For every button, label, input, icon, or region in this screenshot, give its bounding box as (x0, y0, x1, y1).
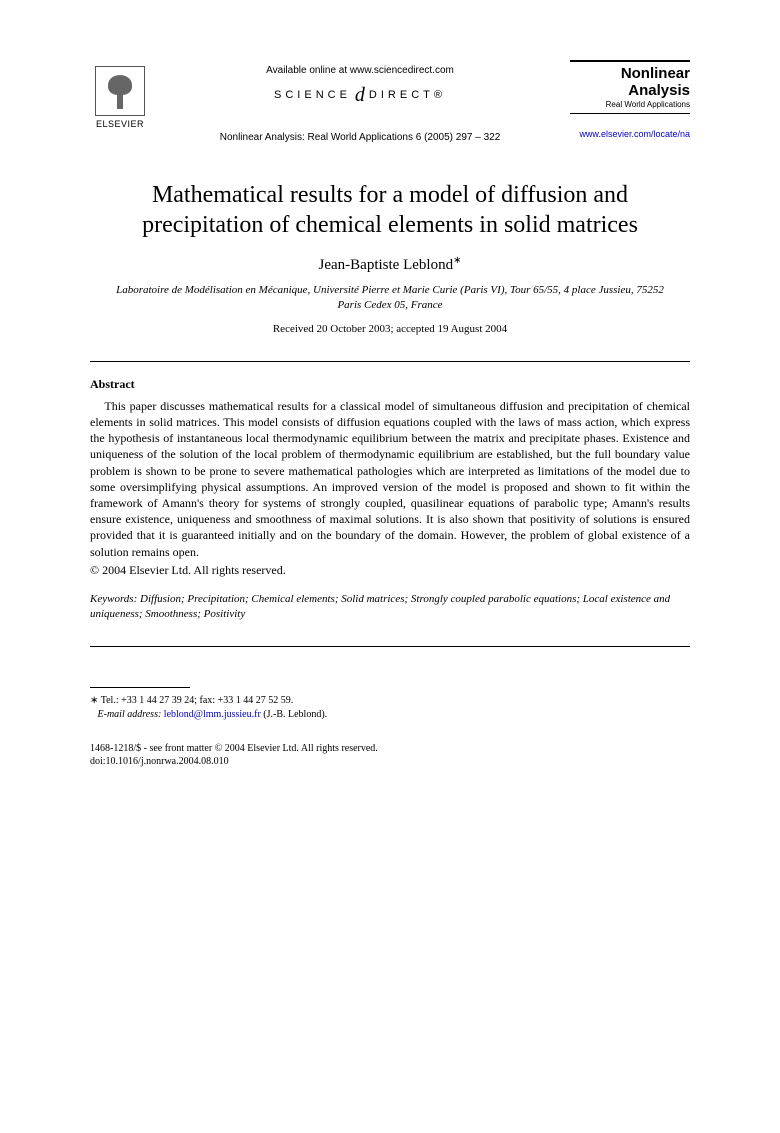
affiliation: Laboratoire de Modélisation en Mécanique… (90, 283, 690, 312)
author-footnote-marker: ∗ (453, 255, 461, 266)
author-email-link[interactable]: leblond@lmm.jussieu.fr (164, 709, 261, 720)
elsevier-tree-icon (95, 66, 145, 116)
abstract-body: This paper discusses mathematical result… (90, 398, 690, 560)
author-name: Jean-Baptiste Leblond (319, 257, 454, 273)
divider-top (90, 361, 690, 362)
journal-url-link[interactable]: www.elsevier.com/locate/na (570, 128, 690, 140)
author-line: Jean-Baptiste Leblond∗ (90, 254, 690, 275)
footnote-rule (90, 687, 190, 688)
footnote-contact: Tel.: +33 1 44 27 39 24; fax: +33 1 44 2… (98, 695, 293, 706)
abstract-heading: Abstract (90, 376, 690, 392)
publisher-logo: ELSEVIER (90, 60, 150, 130)
email-label: E-mail address: (98, 709, 162, 720)
publisher-name: ELSEVIER (96, 118, 144, 130)
email-tail: (J.-B. Leblond). (261, 709, 327, 720)
footer-block: 1468-1218/$ - see front matter © 2004 El… (90, 742, 690, 769)
abstract-copyright: © 2004 Elsevier Ltd. All rights reserved… (90, 562, 690, 578)
keywords-line: Keywords: Diffusion; Precipitation; Chem… (90, 592, 690, 622)
paper-title: Mathematical results for a model of diff… (90, 180, 690, 240)
sd-word-right: DIRECT® (369, 88, 446, 103)
submission-dates: Received 20 October 2003; accepted 19 Au… (90, 322, 690, 337)
available-online-line: Available online at www.sciencedirect.co… (150, 64, 570, 78)
journal-title: Nonlinear Analysis (570, 66, 690, 99)
footer-doi: doi:10.1016/j.nonrwa.2004.08.010 (90, 756, 229, 767)
header-right: Nonlinear Analysis Real World Applicatio… (570, 60, 690, 140)
header-center: Available online at www.sciencedirect.co… (150, 60, 570, 144)
sciencedirect-logo: SCIENCE d DIRECT® (274, 82, 446, 109)
sd-word-left: SCIENCE (274, 88, 351, 103)
journal-header: ELSEVIER Available online at www.science… (90, 60, 690, 144)
keywords-label: Keywords: (90, 593, 137, 605)
journal-title-box: Nonlinear Analysis Real World Applicatio… (570, 60, 690, 114)
keywords-text: Diffusion; Precipitation; Chemical eleme… (90, 593, 670, 620)
footer-front-matter: 1468-1218/$ - see front matter © 2004 El… (90, 743, 378, 754)
journal-reference: Nonlinear Analysis: Real World Applicati… (150, 131, 570, 145)
journal-subtitle: Real World Applications (570, 100, 690, 111)
sd-swirl-icon: d (355, 82, 365, 109)
divider-bottom (90, 646, 690, 647)
corresponding-footnote: ∗ Tel.: +33 1 44 27 39 24; fax: +33 1 44… (90, 694, 690, 722)
